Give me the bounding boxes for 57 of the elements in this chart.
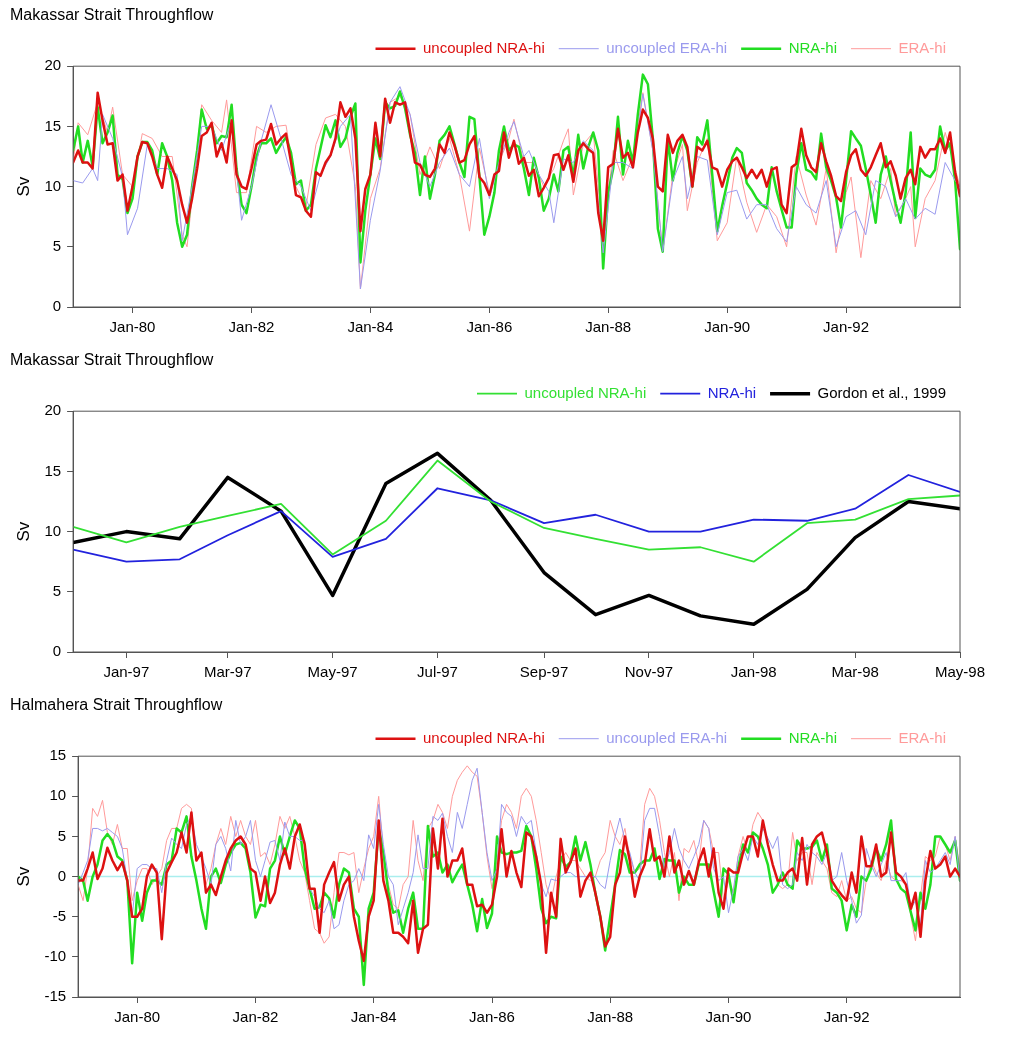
- legend-label: uncoupled NRA-hi: [423, 728, 545, 746]
- x-tick-label: Jan-84: [347, 318, 394, 336]
- x-tick-label: Jan-88: [587, 1008, 634, 1026]
- legend-label: NRA-hi: [707, 383, 757, 401]
- chart-title: Halmahera Strait Throughflow: [10, 696, 223, 714]
- x-tick-label: Jan-80: [109, 318, 156, 336]
- legend-label: uncoupled NRA-hi: [423, 38, 545, 56]
- y-axis-title: Sv: [13, 521, 33, 542]
- x-tick-label: Jan-92: [823, 318, 869, 336]
- x-tick-label: May-98: [934, 663, 986, 681]
- y-tick-label: 0: [52, 642, 62, 660]
- legend-label: uncoupled NRA-hi: [524, 383, 647, 401]
- x-tick-label: Jan-98: [730, 663, 777, 681]
- x-tick-label: Jan-90: [705, 1008, 752, 1026]
- legend-label: ERA-hi: [898, 38, 946, 56]
- x-tick-label: Sep-97: [519, 663, 569, 681]
- y-tick-label: 15: [49, 746, 67, 764]
- y-tick-label: 10: [49, 786, 67, 804]
- x-tick-label: Jan-97: [103, 663, 150, 681]
- legend-label: uncoupled ERA-hi: [606, 38, 728, 56]
- y-tick-label: 5: [52, 236, 62, 254]
- x-tick-label: Jan-86: [469, 1008, 515, 1026]
- y-tick-label: 15: [44, 461, 62, 479]
- x-tick-label: Mar-98: [831, 663, 879, 681]
- y-tick-label: 0: [57, 866, 67, 884]
- legend-label: Gordon et al., 1999: [817, 383, 947, 401]
- chart-title: Makassar Strait Throughflow: [10, 6, 214, 24]
- y-tick-label: 15: [44, 116, 62, 134]
- y-axis-title: Sv: [13, 176, 33, 197]
- y-tick-label: -15: [44, 987, 67, 1005]
- y-tick-label: -5: [52, 906, 67, 924]
- x-tick-label: Jan-80: [114, 1008, 161, 1026]
- legend-label: NRA-hi: [788, 728, 837, 746]
- y-tick-label: 20: [44, 401, 62, 419]
- x-tick-label: Jul-97: [417, 663, 458, 681]
- y-tick-label: 5: [52, 581, 62, 599]
- x-tick-label: Jan-82: [228, 318, 275, 336]
- y-tick-label: 5: [57, 826, 67, 844]
- x-tick-label: Jan-86: [466, 318, 513, 336]
- x-tick-label: Jan-90: [704, 318, 751, 336]
- legend-label: uncoupled ERA-hi: [606, 728, 728, 746]
- x-tick-label: May-97: [307, 663, 358, 681]
- x-tick-label: Jan-88: [585, 318, 632, 336]
- x-tick-label: Nov-97: [624, 663, 674, 681]
- chart-title: Makassar Strait Throughflow: [10, 351, 214, 369]
- x-tick-label: Jan-92: [823, 1008, 870, 1026]
- legend-label: ERA-hi: [898, 728, 946, 746]
- y-tick-label: 20: [44, 56, 62, 74]
- y-tick-label: 10: [44, 521, 62, 539]
- y-tick-label: 0: [52, 297, 62, 315]
- y-tick-label: 10: [44, 176, 62, 194]
- x-tick-label: Jan-82: [232, 1008, 279, 1026]
- legend-label: NRA-hi: [788, 38, 837, 56]
- x-tick-label: Mar-97: [204, 663, 252, 681]
- y-tick-label: -10: [44, 947, 67, 965]
- x-tick-label: Jan-84: [350, 1008, 397, 1026]
- y-axis-title: Sv: [13, 866, 33, 887]
